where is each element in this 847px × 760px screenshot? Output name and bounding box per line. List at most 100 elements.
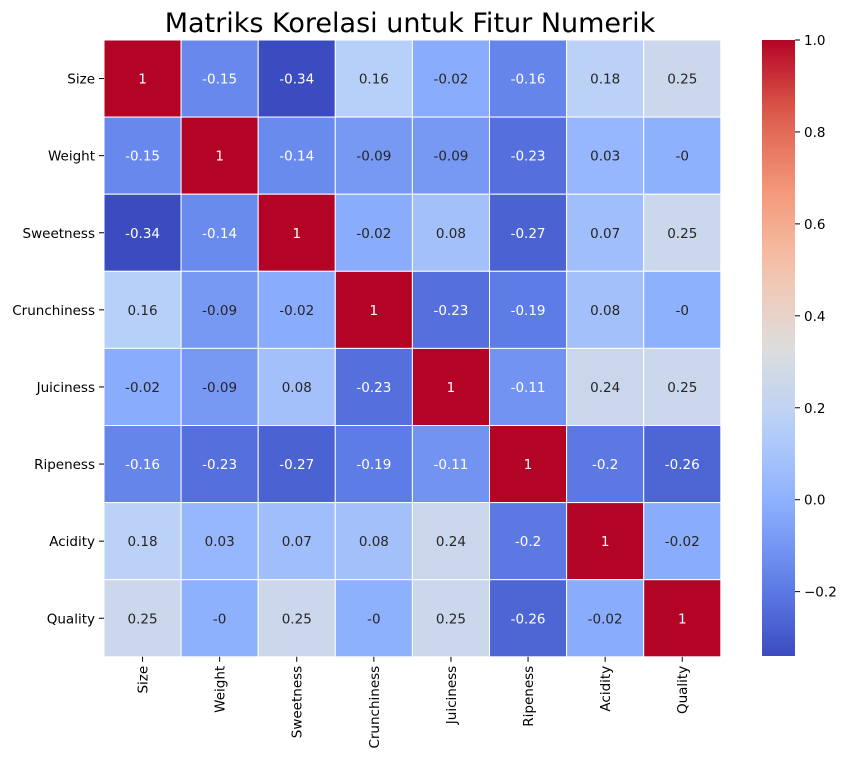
cell-value-label: -0.27 [279, 457, 314, 473]
heatmap-cell [257, 39, 336, 118]
heatmap-cell [566, 502, 645, 581]
heatmap-cell [643, 579, 722, 658]
cell-value-label: -0.26 [665, 457, 700, 473]
heatmap-cell [411, 347, 490, 426]
y-tick-labels: Size Weight Sweetness Crunchiness Juiciness R… [12, 72, 104, 627]
heatmap-cell [180, 116, 259, 195]
cell-value-label: -0.15 [202, 72, 237, 88]
cell-value-label: -0.09 [433, 149, 468, 165]
cell-value-label: 1 [215, 149, 224, 165]
cell-value-label: 0.16 [359, 72, 389, 88]
cell-value-label: -0.19 [511, 303, 546, 319]
cell-value-label: -0.34 [279, 72, 314, 88]
heatmap-cell [257, 579, 336, 658]
y-tick-label: Weight [48, 149, 95, 165]
x-tick-label: Quality [675, 666, 691, 714]
colorbar-tick-label: 0.8 [804, 125, 825, 141]
heatmap-cell [643, 347, 722, 426]
cell-value-label: -0.11 [511, 380, 546, 396]
cell-value-label: 1 [601, 534, 610, 550]
colorbar-tick-label: 0.4 [804, 309, 825, 325]
cell-value-label: -0.02 [356, 226, 391, 242]
cell-value-label: 0.08 [359, 534, 389, 550]
cell-value-label: -0.02 [125, 380, 160, 396]
heatmap-cell [257, 193, 336, 272]
cell-value-label: -0 [213, 611, 226, 627]
heatmap-cell [489, 347, 568, 426]
heatmap-cell [257, 502, 336, 581]
cell-value-label: -0.16 [125, 457, 160, 473]
cell-value-label: 0.25 [128, 611, 158, 627]
cell-value-label: -0.23 [202, 457, 237, 473]
y-tick-label: Ripeness [34, 457, 95, 473]
cell-value-label: -0 [367, 611, 380, 627]
colorbar: 1.0 0.8 0.6 0.4 0.2 0.0 −0.2 [762, 33, 837, 656]
x-tick-label: Acidity [598, 666, 614, 712]
heatmap-cell [566, 270, 645, 349]
heatmap-cell [411, 116, 490, 195]
cell-value-label: -0.09 [356, 149, 391, 165]
heatmap-cell [411, 579, 490, 658]
cell-value-label: 0.24 [436, 534, 466, 550]
x-tick-label: Ripeness [521, 666, 537, 727]
cell-value-label: -0.11 [433, 457, 468, 473]
heatmap-cell [643, 193, 722, 272]
heatmap-cell [411, 502, 490, 581]
x-tick-label: Sweetness [290, 666, 306, 738]
cell-value-label: -0.09 [202, 303, 237, 319]
heatmap-cell [180, 502, 259, 581]
heatmap-cell [643, 39, 722, 118]
y-tick-label: Size [67, 72, 95, 88]
cell-value-label: 1 [138, 72, 147, 88]
chart-title: Matriks Korelasi untuk Fitur Numerik [165, 8, 656, 39]
cell-value-label: -0.2 [592, 457, 618, 473]
colorbar-tick-label: 1.0 [804, 33, 825, 49]
heatmap-cell [334, 116, 413, 195]
cell-value-label: -0.02 [279, 303, 314, 319]
cell-value-label: -0.02 [665, 534, 700, 550]
heatmap-cell [257, 347, 336, 426]
cell-value-label: 0.08 [282, 380, 312, 396]
cell-value-label: -0 [676, 149, 689, 165]
heatmap-cell [489, 39, 568, 118]
heatmap-cells: 1 -0.15 -0.34 0.16 -0.02 -0.16 0.18 0.25 -0.15 1 -… [103, 39, 722, 658]
heatmap-cell [411, 39, 490, 118]
heatmap-cell [257, 425, 336, 504]
heatmap-cell [103, 270, 182, 349]
heatmap-cell [334, 347, 413, 426]
cell-value-label: 1 [447, 380, 456, 396]
heatmap-cell [643, 502, 722, 581]
x-tick-label: Crunchiness [367, 666, 383, 749]
heatmap-cell [566, 347, 645, 426]
cell-value-label: -0.02 [433, 72, 468, 88]
cell-value-label: -0.27 [511, 226, 546, 242]
heatmap-cell [489, 193, 568, 272]
heatmap-cell [489, 116, 568, 195]
cell-value-label: -0.23 [433, 303, 468, 319]
cell-value-label: -0.09 [202, 380, 237, 396]
y-tick-label: Acidity [49, 534, 95, 550]
cell-value-label: -0.2 [515, 534, 541, 550]
cell-value-label: 0.07 [282, 534, 312, 550]
cell-value-label: 1 [370, 303, 379, 319]
cell-value-label: 0.16 [128, 303, 158, 319]
heatmap-cell [334, 193, 413, 272]
cell-value-label: -0.34 [125, 226, 160, 242]
cell-value-label: 0.03 [205, 534, 235, 550]
cell-value-label: 0.25 [667, 72, 697, 88]
cell-value-label: -0.02 [588, 611, 623, 627]
cell-value-label: 0.24 [590, 380, 620, 396]
heatmap-cell [489, 502, 568, 581]
heatmap-cell [257, 270, 336, 349]
cell-value-label: -0.23 [356, 380, 391, 396]
heatmap-cell [103, 39, 182, 118]
x-tick-label: Juiciness [444, 666, 460, 725]
heatmap-cell [566, 193, 645, 272]
colorbar-tick-label: 0.2 [804, 401, 825, 417]
heatmap-cell [334, 39, 413, 118]
cell-value-label: 0.08 [436, 226, 466, 242]
heatmap-cell [489, 425, 568, 504]
cell-value-label: 0.08 [590, 303, 620, 319]
cell-value-label: -0.26 [511, 611, 546, 627]
